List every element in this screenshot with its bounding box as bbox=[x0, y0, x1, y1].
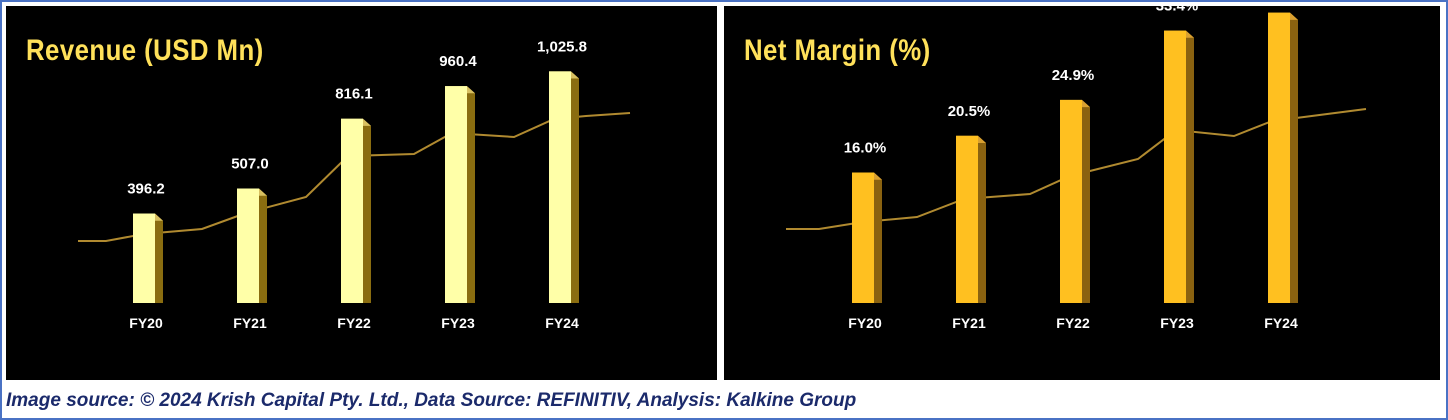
revenue-bar-side-fy23 bbox=[467, 86, 475, 303]
revenue-category-label: FY20 bbox=[129, 315, 163, 331]
net-margin-bar-side-fy24 bbox=[1290, 12, 1298, 303]
net-margin-bar-side-fy22 bbox=[1082, 99, 1090, 303]
revenue-bar-face-fy20 bbox=[133, 213, 155, 303]
net-margin-category-label: FY23 bbox=[1160, 315, 1194, 331]
revenue-chart-panel: Revenue (USD Mn) 396.2 FY20 507.0 FY21 816.1… bbox=[6, 6, 717, 380]
revenue-bar-side-fy20 bbox=[155, 213, 163, 303]
net-margin-value-label: 16.0% bbox=[844, 140, 887, 157]
revenue-value-label: 1,025.8 bbox=[537, 38, 587, 55]
net-margin-value-label: 24.9% bbox=[1052, 67, 1095, 84]
net-margin-category-label: FY22 bbox=[1056, 315, 1090, 331]
net-margin-bar-face-fy21 bbox=[956, 135, 978, 303]
revenue-category-label: FY24 bbox=[545, 315, 579, 331]
net-margin-bar-face-fy22 bbox=[1060, 99, 1082, 303]
net-margin-bar-fy20 bbox=[852, 172, 882, 303]
net-margin-category-label: FY20 bbox=[848, 315, 882, 331]
revenue-bar-fy21 bbox=[237, 188, 267, 303]
net-margin-bar-fy22 bbox=[1060, 99, 1090, 303]
revenue-category-label: FY21 bbox=[233, 315, 267, 331]
revenue-bar-face-fy21 bbox=[237, 188, 259, 303]
net-margin-value-label: 33.4% bbox=[1156, 6, 1199, 15]
net-margin-bar-face-fy24 bbox=[1268, 12, 1290, 303]
revenue-bar-face-fy24 bbox=[549, 71, 571, 303]
net-margin-bar-face-fy23 bbox=[1164, 30, 1186, 304]
revenue-category-label: FY23 bbox=[441, 315, 475, 331]
net-margin-bar-fy21 bbox=[956, 135, 986, 303]
revenue-value-label: 396.2 bbox=[127, 181, 165, 198]
revenue-bar-side-fy22 bbox=[363, 118, 371, 303]
revenue-chart-title: Revenue (USD Mn) bbox=[26, 34, 264, 67]
net-margin-chart-title: Net Margin (%) bbox=[744, 34, 931, 67]
net-margin-bar-side-fy23 bbox=[1186, 30, 1194, 304]
revenue-bar-fy20 bbox=[133, 213, 163, 303]
revenue-bar-side-fy24 bbox=[571, 71, 579, 303]
net-margin-bar-face-fy20 bbox=[852, 172, 874, 303]
revenue-value-label: 816.1 bbox=[335, 86, 373, 103]
net-margin-chart: 16.0%FY2020.5%FY2124.9%FY2233.4%FY2335.6… bbox=[786, 6, 1367, 331]
net-margin-bar-side-fy21 bbox=[978, 135, 986, 303]
revenue-bar-face-fy23 bbox=[445, 86, 467, 303]
net-margin-value-label: 20.5% bbox=[948, 103, 991, 120]
net-margin-chart-panel: Net Margin (%) 16.0% FY20 20.5% FY21 24.9% FY… bbox=[724, 6, 1440, 380]
revenue-value-label: 507.0 bbox=[231, 156, 269, 173]
net-margin-category-label: FY24 bbox=[1264, 315, 1298, 331]
net-margin-bar-fy23 bbox=[1164, 30, 1194, 304]
revenue-bar-fy22 bbox=[341, 118, 371, 303]
image-source-caption: Image source: © 2024 Krish Capital Pty. … bbox=[6, 390, 857, 411]
revenue-value-label: 960.4 bbox=[439, 53, 477, 70]
net-margin-category-label: FY21 bbox=[952, 315, 986, 331]
net-margin-bar-side-fy20 bbox=[874, 172, 882, 303]
net-margin-bar-fy24 bbox=[1268, 12, 1298, 303]
revenue-category-label: FY22 bbox=[337, 315, 371, 331]
revenue-bar-fy24 bbox=[549, 71, 579, 303]
revenue-chart: 396.2 FY20 507.0 FY21 816.1 FY22 960.4 FY23 1,02… bbox=[78, 38, 631, 331]
revenue-bar-face-fy22 bbox=[341, 118, 363, 303]
revenue-bar-fy23 bbox=[445, 86, 475, 303]
revenue-bar-side-fy21 bbox=[259, 188, 267, 303]
